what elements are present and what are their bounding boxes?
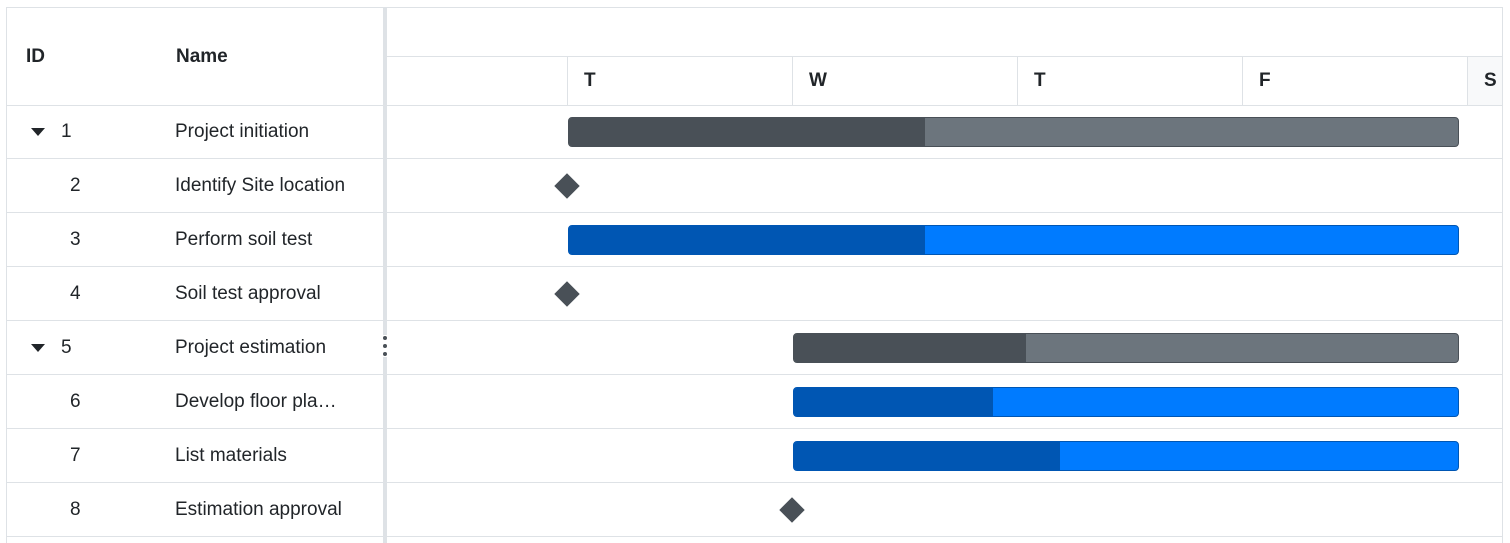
- column-header-id[interactable]: ID: [26, 46, 45, 67]
- task-grid: ID Name 1 Project initiation 2 Identify Sit…: [7, 8, 383, 543]
- chart-row: [387, 483, 1502, 537]
- timeline-day: W: [792, 57, 1017, 105]
- splitter[interactable]: [383, 8, 387, 543]
- timeline-day: T: [1017, 57, 1242, 105]
- task-id: 7: [70, 445, 81, 466]
- timeline-day: S: [1467, 57, 1502, 105]
- task-id-cell: 2: [7, 159, 97, 212]
- summary-task-bar[interactable]: [568, 117, 1459, 147]
- table-row[interactable]: 5 Project estimation: [7, 321, 383, 375]
- task-name: Estimation approval: [175, 499, 342, 520]
- task-id: 3: [70, 229, 81, 250]
- timeline-day: T: [567, 57, 792, 105]
- task-id-cell: 4: [7, 267, 97, 320]
- timeline-day: F: [1242, 57, 1467, 105]
- timeline-header-top: [387, 8, 1502, 57]
- table-row[interactable]: 7 List materials: [7, 429, 383, 483]
- task-progress: [569, 226, 925, 254]
- grid-header: ID Name: [7, 8, 383, 106]
- column-header-name[interactable]: Name: [176, 46, 228, 67]
- task-id: 1: [61, 121, 72, 142]
- task-id: 8: [70, 499, 81, 520]
- summary-task-bar[interactable]: [793, 333, 1459, 363]
- table-row[interactable]: 8 Estimation approval: [7, 483, 383, 537]
- chart-row: [387, 105, 1502, 159]
- chart-row: [387, 375, 1502, 429]
- table-row[interactable]: 1 Project initiation: [7, 105, 383, 159]
- task-id-cell: 6: [7, 375, 97, 428]
- task-name: Develop floor pla…: [175, 391, 337, 412]
- task-id: 6: [70, 391, 81, 412]
- task-progress: [794, 388, 994, 416]
- timeline-day-label: W: [809, 70, 827, 91]
- timeline-day-label: F: [1259, 70, 1271, 91]
- task-name: Perform soil test: [175, 229, 313, 250]
- task-name: Project initiation: [175, 121, 310, 142]
- task-progress: [794, 334, 1027, 362]
- chart-row: [387, 321, 1502, 375]
- task-id-cell: 3: [7, 213, 97, 266]
- splitter-handle-icon[interactable]: [383, 335, 387, 357]
- timeline-day-label: S: [1484, 70, 1497, 91]
- table-row[interactable]: 2 Identify Site location: [7, 159, 383, 213]
- table-row[interactable]: 6 Develop floor pla…: [7, 375, 383, 429]
- task-progress: [794, 442, 1060, 470]
- task-name: Project estimation: [175, 337, 327, 358]
- task-name: List materials: [175, 445, 287, 466]
- task-bar[interactable]: [793, 441, 1459, 471]
- task-name: Identify Site location: [175, 175, 346, 196]
- collapse-caret-icon[interactable]: [31, 344, 45, 352]
- table-row[interactable]: 4 Soil test approval: [7, 267, 383, 321]
- collapse-caret-icon[interactable]: [31, 128, 45, 136]
- timeline-day-label: T: [584, 70, 596, 91]
- timeline-day-label: T: [1034, 70, 1046, 91]
- chart-row: [387, 213, 1502, 267]
- chart-row: [387, 429, 1502, 483]
- task-progress: [569, 118, 925, 146]
- task-id-cell: 7: [7, 429, 97, 482]
- task-name: Soil test approval: [175, 283, 321, 304]
- chart-row: [387, 267, 1502, 321]
- task-bar[interactable]: [793, 387, 1459, 417]
- task-id-cell: 8: [7, 483, 97, 536]
- table-row[interactable]: 3 Perform soil test: [7, 213, 383, 267]
- task-id-cell: 1: [7, 105, 97, 158]
- task-id: 2: [70, 175, 81, 196]
- task-id: 4: [70, 283, 81, 304]
- task-bar[interactable]: [568, 225, 1459, 255]
- task-id: 5: [61, 337, 72, 358]
- chart-row: [387, 159, 1502, 213]
- gantt-chart: ID Name 1 Project initiation 2 Identify Sit…: [6, 7, 1503, 543]
- task-id-cell: 5: [7, 321, 97, 374]
